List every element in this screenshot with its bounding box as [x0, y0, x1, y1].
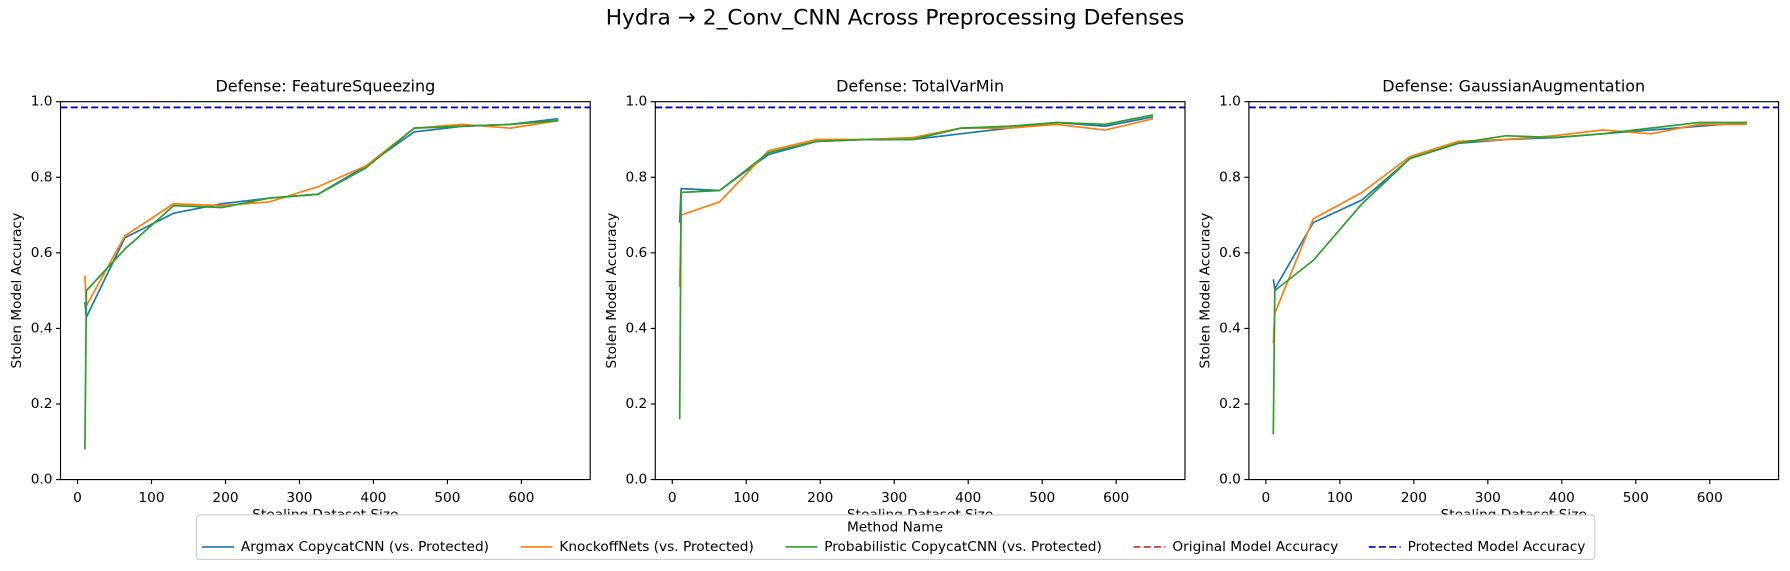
y-tick-label: 0.2: [31, 396, 53, 412]
panel-title: Defense: GaussianAugmentation: [1382, 76, 1645, 95]
x-tick-label: 500: [1029, 490, 1055, 506]
axes-frame: [1248, 101, 1780, 481]
y-tick-label: 0.8: [1219, 169, 1241, 185]
legend-label: KnockoffNets (vs. Protected): [559, 539, 753, 555]
x-tick-label: 600: [508, 490, 534, 506]
plot-area: [655, 106, 1185, 420]
x-tick-label: 0: [668, 490, 677, 506]
y-tick-label: 0.8: [31, 169, 53, 185]
series-line: [1272, 121, 1747, 435]
panel-title: Defense: FeatureSqueezing: [215, 76, 435, 95]
x-tick-label: 500: [1623, 490, 1649, 506]
x-tick-label: 200: [212, 490, 238, 506]
plot-area: [60, 106, 591, 450]
x-tick-label: 300: [286, 490, 312, 506]
x-tick-label: 600: [1697, 490, 1723, 506]
y-tick-label: 1.0: [1219, 94, 1241, 110]
y-axis-label: Stolen Model Accuracy: [1198, 213, 1214, 369]
x-tick-label: 400: [955, 490, 981, 506]
x-tick-label: 300: [1475, 490, 1501, 506]
x-tick-label: 0: [73, 490, 82, 506]
y-tick-label: 0.6: [1219, 245, 1241, 261]
y-tick-label: 0.4: [31, 320, 53, 336]
y-tick-label: 0.8: [625, 169, 647, 185]
axes-frame: [59, 101, 591, 481]
x-tick-label: 400: [360, 490, 386, 506]
legend-title: Method Name: [847, 520, 943, 536]
legend-label: Probabilistic CopycatCNN (vs. Protected): [824, 539, 1102, 555]
series-line: [1272, 123, 1747, 344]
axes-frame: [654, 101, 1186, 481]
x-tick-label: 500: [434, 490, 460, 506]
x-tick-label: 0: [1262, 490, 1271, 506]
y-tick-label: 1.0: [625, 94, 647, 110]
x-tick-label: 100: [1327, 490, 1353, 506]
legend-label: Original Model Accuracy: [1172, 539, 1338, 555]
series-line: [84, 119, 559, 450]
y-tick-label: 0.4: [625, 320, 647, 336]
y-tick-label: 0.6: [31, 245, 53, 261]
y-tick-label: 0.6: [625, 245, 647, 261]
y-axis-label: Stolen Model Accuracy: [604, 213, 620, 369]
series-line: [84, 119, 559, 309]
x-tick-label: 100: [138, 490, 164, 506]
y-tick-label: 0.0: [1219, 472, 1241, 488]
x-tick-label: 100: [733, 490, 759, 506]
series-line: [678, 114, 1154, 420]
y-tick-label: 1.0: [31, 94, 53, 110]
y-tick-label: 0.0: [31, 472, 53, 488]
x-tick-label: 400: [1549, 490, 1575, 506]
x-tick-label: 200: [807, 490, 833, 506]
plot-area: [1248, 106, 1779, 435]
legend-label: Protected Model Accuracy: [1408, 539, 1586, 555]
y-tick-label: 0.4: [1219, 320, 1241, 336]
x-tick-label: 300: [881, 490, 907, 506]
legend-label: Argmax CopycatCNN (vs. Protected): [241, 539, 489, 555]
y-tick-label: 0.2: [625, 396, 647, 412]
x-tick-label: 600: [1103, 490, 1129, 506]
series-line: [678, 117, 1154, 287]
x-tick-label: 200: [1401, 490, 1427, 506]
series-line: [1272, 121, 1747, 292]
y-tick-label: 0.2: [1219, 396, 1241, 412]
legend-box: [195, 514, 1596, 561]
panel-title: Defense: TotalVarMin: [836, 76, 1004, 95]
series-line: [84, 117, 559, 321]
y-axis-label: Stolen Model Accuracy: [9, 213, 25, 369]
figure-title: Hydra → 2_Conv_CNN Across Preprocessing …: [606, 5, 1185, 30]
y-tick-label: 0.0: [625, 472, 647, 488]
